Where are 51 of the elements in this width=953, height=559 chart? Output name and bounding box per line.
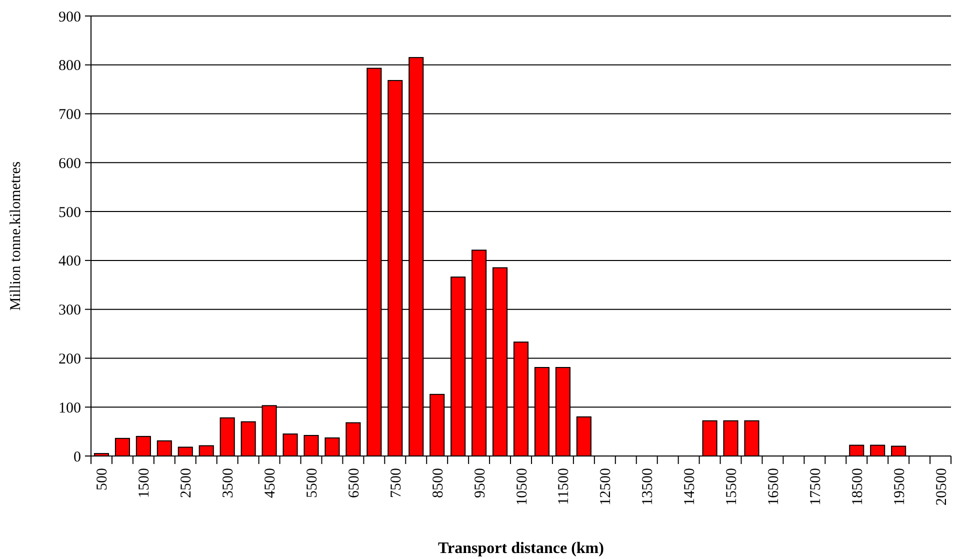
- y-tick-label: 300: [58, 302, 81, 319]
- y-tick-label: 200: [58, 351, 81, 368]
- x-tick-label: 11500: [556, 468, 572, 505]
- bar: [178, 446, 193, 456]
- y-tick-label: 400: [58, 254, 81, 270]
- x-tick-label: 18500: [850, 468, 866, 506]
- bar: [282, 434, 298, 456]
- bar: [220, 417, 235, 456]
- x-tick-label: 16500: [766, 468, 782, 506]
- bar: [240, 421, 256, 456]
- bar: [891, 446, 906, 456]
- y-tick-label: 800: [58, 58, 81, 74]
- y-tick-label: 0: [74, 449, 81, 466]
- x-tick-label: 15500: [724, 468, 740, 506]
- y-tick-label: 700: [58, 107, 81, 124]
- x-tick-label: 12500: [598, 468, 614, 506]
- x-tick-label: 500: [94, 468, 111, 490]
- x-tick-label: 6500: [346, 468, 362, 498]
- bar: [744, 420, 760, 456]
- x-tick-label: 8500: [430, 468, 446, 498]
- bar: [870, 444, 886, 456]
- bar: [324, 437, 340, 456]
- bar: [114, 438, 130, 456]
- bar: [156, 440, 172, 456]
- x-tick-label: 17500: [808, 468, 824, 506]
- x-tick-label: 2500: [178, 468, 195, 498]
- bar: [849, 444, 864, 456]
- x-axis-title: Transport distance (km): [438, 540, 604, 557]
- y-tick-label: 100: [58, 400, 81, 416]
- x-tick-label: 10500: [514, 468, 530, 506]
- x-tick-label: 1500: [136, 468, 153, 498]
- y-axis-title: Million tonne.kilometres: [8, 161, 24, 311]
- x-tick-label: 3500: [220, 468, 237, 498]
- x-tick-label: 20500: [934, 468, 950, 506]
- x-tick-label: 9500: [472, 468, 488, 498]
- x-tick-label: 4500: [262, 468, 279, 498]
- y-tick-label: 500: [58, 204, 81, 221]
- bar: [702, 420, 718, 456]
- x-tick-label: 5500: [304, 468, 320, 498]
- bar: [576, 416, 592, 456]
- bar: [304, 434, 319, 456]
- x-tick-label: 7500: [388, 468, 404, 498]
- bar: [198, 445, 214, 456]
- x-tick-label: 19500: [892, 468, 908, 506]
- y-tick-label: 600: [58, 156, 81, 172]
- bar: [723, 420, 738, 456]
- bar: [136, 436, 151, 456]
- x-tick-label: 14500: [682, 468, 698, 506]
- y-tick-label: 900: [58, 9, 81, 26]
- bar: [346, 422, 361, 456]
- x-tick-label: 13500: [640, 468, 656, 506]
